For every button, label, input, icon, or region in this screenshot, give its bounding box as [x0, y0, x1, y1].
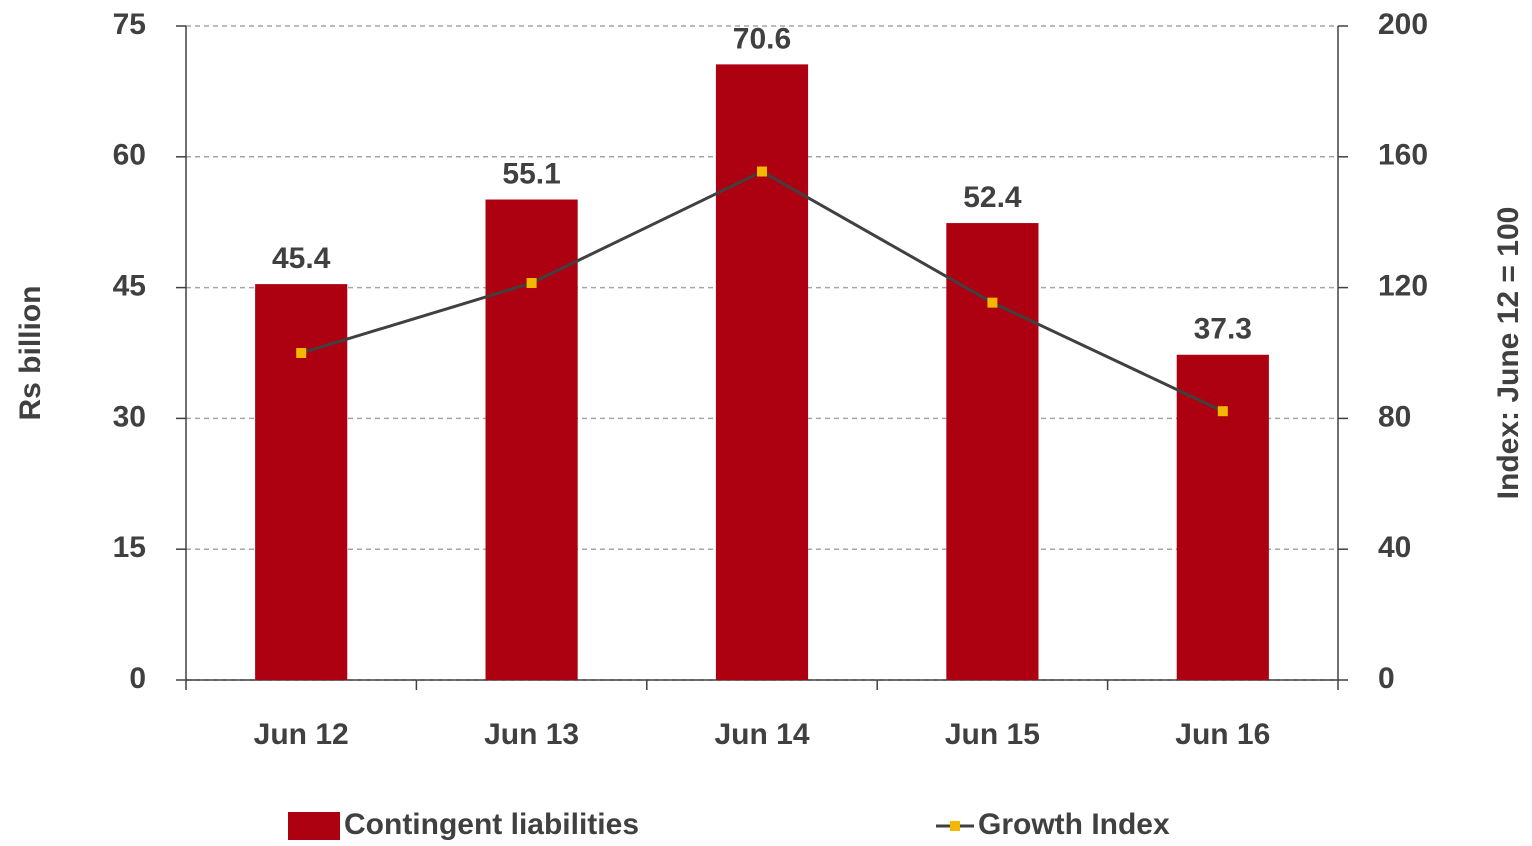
- bar: [946, 223, 1039, 680]
- data-label: 52.4: [963, 181, 1022, 214]
- x-tick-label: Jun 16: [1175, 718, 1270, 751]
- x-tick-label: Jun 15: [945, 718, 1040, 751]
- x-tick-label: Jun 14: [714, 718, 809, 751]
- y-tick-label: 60: [113, 139, 146, 172]
- y-tick-label: 45: [113, 270, 146, 303]
- marker: [987, 297, 998, 308]
- legend-label: Contingent liabilities: [344, 808, 639, 841]
- y2-tick-label: 80: [1378, 400, 1411, 433]
- bar: [485, 199, 578, 680]
- y2-tick-label: 120: [1378, 270, 1428, 303]
- marker: [296, 348, 307, 358]
- legend-label: Growth Index: [978, 808, 1170, 841]
- legend-marker: [950, 821, 960, 831]
- data-label: 37.3: [1194, 313, 1252, 346]
- x-tick-label: Jun 12: [254, 718, 349, 751]
- x-tick-label: Jun 13: [484, 718, 579, 751]
- y2-tick-label: 40: [1378, 531, 1411, 564]
- data-label: 70.6: [733, 22, 791, 55]
- y2-tick-label: 0: [1378, 662, 1395, 695]
- y-tick-label: 30: [113, 400, 146, 433]
- y2-axis-label: Index: June 12 = 100: [1492, 207, 1525, 500]
- y-tick-label: 15: [113, 531, 146, 564]
- marker: [526, 278, 537, 289]
- bar: [1176, 354, 1269, 680]
- marker: [757, 166, 767, 177]
- marker: [1217, 406, 1228, 417]
- legend-swatch: [288, 812, 340, 840]
- y2-tick-label: 200: [1378, 8, 1428, 41]
- data-label: 55.1: [502, 157, 560, 190]
- y2-tick-label: 160: [1378, 139, 1428, 172]
- y-tick-label: 0: [129, 662, 146, 695]
- bar: [715, 64, 809, 681]
- y-axis-label: Rs billion: [14, 286, 47, 421]
- y-tick-label: 75: [113, 8, 146, 41]
- data-label: 45.4: [272, 242, 331, 275]
